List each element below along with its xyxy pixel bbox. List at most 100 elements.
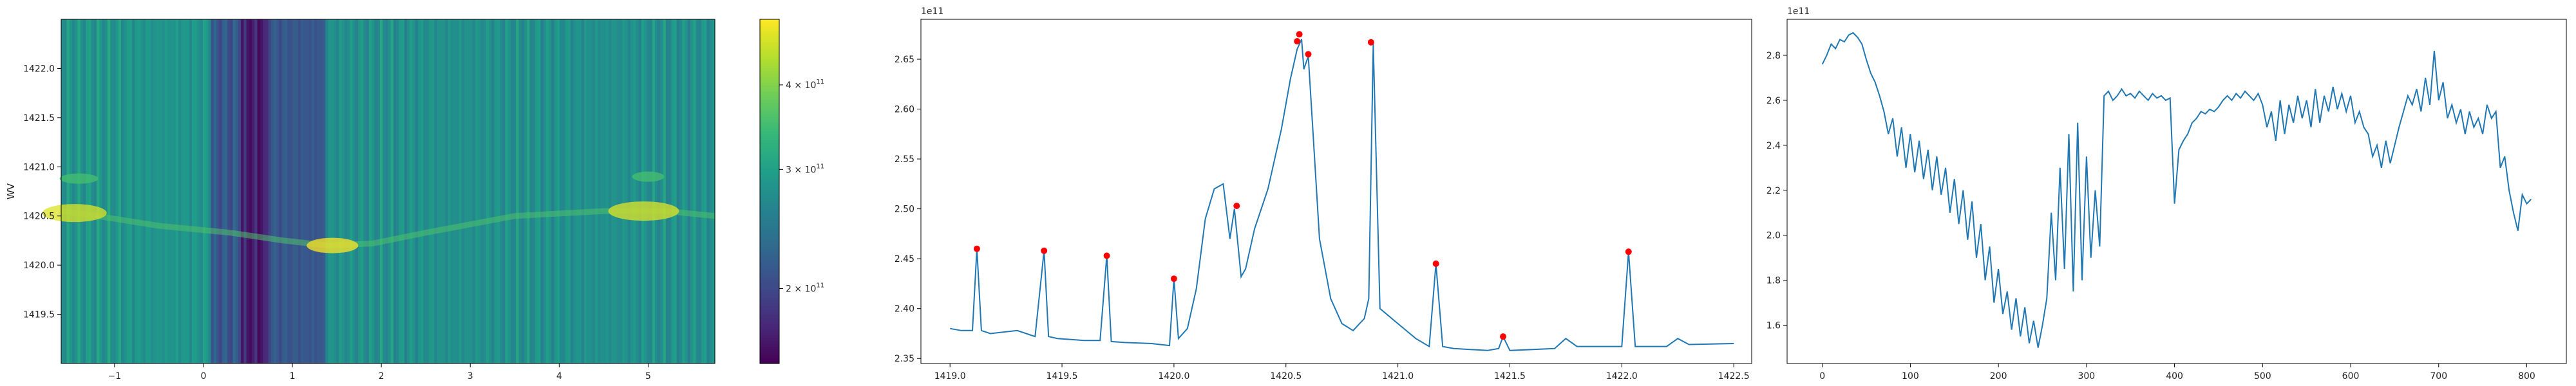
heatmap-column xyxy=(71,19,75,363)
colorbar-segment xyxy=(760,59,779,63)
heatmap-column xyxy=(235,19,239,363)
heatmap-column xyxy=(652,19,656,363)
x-tick-label: 500 xyxy=(2254,371,2271,381)
heatmap-column xyxy=(535,19,538,363)
colorbar-segment xyxy=(760,96,779,100)
y-tick-label: 1420.0 xyxy=(23,261,55,271)
heatmap-column xyxy=(491,19,495,363)
y-tick-label: 2.55 xyxy=(895,154,914,165)
heatmap-column xyxy=(696,19,699,363)
heatmap-column xyxy=(647,19,650,363)
heatmap-column xyxy=(486,19,489,363)
colorbar-segment xyxy=(760,151,779,155)
heatmap-hotspot xyxy=(608,201,679,221)
heatmap-column xyxy=(333,19,337,363)
heatmap-column xyxy=(110,19,113,363)
heatmap-column xyxy=(82,19,86,363)
colorbar-segment xyxy=(760,108,779,112)
colorbar-segment xyxy=(760,283,779,287)
colorbar-segment xyxy=(760,62,779,66)
peak-marker xyxy=(1294,38,1301,45)
x-tick-label: 1420.0 xyxy=(1158,371,1189,381)
heatmap-column xyxy=(319,19,323,363)
colorbar-segment xyxy=(760,243,779,246)
heatmap-column xyxy=(545,19,549,363)
heatmap-column xyxy=(698,19,702,363)
colorbar-tick-label: 3 × 1011 xyxy=(786,163,824,175)
heatmap-column xyxy=(467,19,470,363)
colorbar-segment xyxy=(760,354,779,358)
heatmap-column xyxy=(118,19,122,363)
x-tick-label: 300 xyxy=(2078,371,2095,381)
colorbar-segment xyxy=(760,240,779,244)
colorbar-segment xyxy=(760,246,779,250)
colorbar-segment xyxy=(760,85,779,89)
x-tick-label: 4 xyxy=(556,371,562,381)
colorbar-segment xyxy=(760,125,779,129)
heatmap-column xyxy=(146,19,149,363)
heatmap-column xyxy=(200,19,204,363)
heatmap-column xyxy=(113,19,117,363)
y-tick-label: 2.40 xyxy=(895,304,914,315)
heatmap-column xyxy=(513,19,516,363)
colorbar-segment xyxy=(760,349,779,353)
heatmap-column xyxy=(379,19,383,363)
colorbar-segment xyxy=(760,311,779,315)
heatmap-column xyxy=(246,19,250,363)
colorbar-segment xyxy=(760,203,779,207)
heatmap-column xyxy=(527,19,531,363)
heatmap-column xyxy=(352,19,356,363)
colorbar-segment xyxy=(760,120,779,124)
heatmap-column xyxy=(437,19,440,363)
y-tick-label: 1419.5 xyxy=(23,310,55,320)
heatmap-column xyxy=(175,19,179,363)
colorbar-segment xyxy=(760,68,779,71)
colorbar-segment xyxy=(760,260,779,264)
heatmap-column xyxy=(605,19,609,363)
y-tick-label: 2.60 xyxy=(895,105,914,115)
colorbar-segment xyxy=(760,191,779,195)
heatmap-column xyxy=(213,19,217,363)
colorbar-segment xyxy=(760,77,779,80)
heatmap-column xyxy=(151,19,155,363)
colorbar-segment xyxy=(760,271,779,275)
heatmap-column xyxy=(224,19,228,363)
heatmap-column xyxy=(153,19,157,363)
colorbar-segment xyxy=(760,199,779,203)
heatmap-column xyxy=(238,19,242,363)
heatmap-column xyxy=(633,19,636,363)
colorbar-segment xyxy=(760,88,779,92)
heatmap-column xyxy=(448,19,451,363)
colorbar-segment xyxy=(760,73,779,77)
heatmap-column xyxy=(480,19,484,363)
heatmap-column xyxy=(156,19,160,363)
heatmap-column xyxy=(616,19,620,363)
heatmap-hotspot xyxy=(42,204,107,223)
heatmap-column xyxy=(549,19,552,363)
heatmap-frame xyxy=(61,19,715,364)
heatmap-column xyxy=(459,19,462,363)
heatmap-column xyxy=(192,19,195,363)
x-tick-label: 5 xyxy=(645,371,651,381)
peak-marker xyxy=(1625,248,1632,255)
colorbar-segment xyxy=(760,266,779,270)
colorbar-segment xyxy=(760,252,779,255)
heatmap-column xyxy=(693,19,696,363)
heatmap-column xyxy=(649,19,653,363)
x-tick-label: 1421.5 xyxy=(1494,371,1526,381)
heatmap-column xyxy=(292,19,296,363)
heatmap-column xyxy=(211,19,214,363)
heatmap-column xyxy=(290,19,294,363)
colorbar-segment xyxy=(760,102,779,106)
colorbar-segment xyxy=(760,303,779,307)
heatmap-column xyxy=(298,19,301,363)
colorbar-segment xyxy=(760,295,779,299)
heatmap-column xyxy=(551,19,555,363)
heatmap-column xyxy=(350,19,354,363)
y-tick-label: 2.6 xyxy=(1766,96,1781,106)
heatmap-column xyxy=(104,19,108,363)
heatmap-column xyxy=(483,19,487,363)
heatmap-column xyxy=(614,19,618,363)
colorbar-segment xyxy=(760,122,779,126)
heatmap-column xyxy=(401,19,405,363)
